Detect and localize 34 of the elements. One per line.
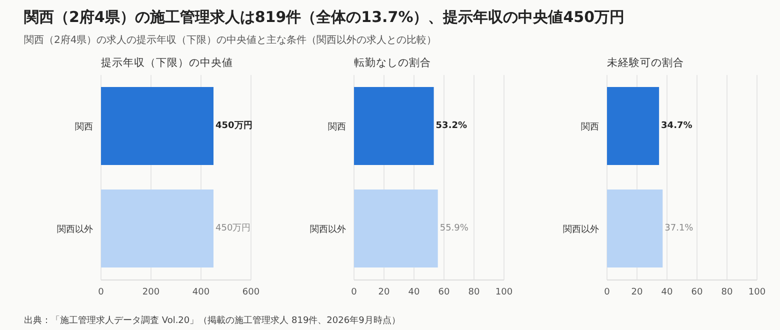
x-tick-label: 20 bbox=[631, 287, 643, 298]
x-tick-label: 200 bbox=[142, 287, 160, 298]
data-label: 55.9% bbox=[440, 224, 469, 234]
x-tick-label: 0 bbox=[98, 287, 104, 298]
source-note: 出典：「施工管理求人データ調査 Vol.20」（掲載の施工管理求人 819件、2026年9月時点） bbox=[24, 314, 400, 327]
y-tick-label: 関西以外 bbox=[57, 224, 93, 235]
y-tick-label: 関西 bbox=[328, 121, 346, 132]
data-label: 450万円 bbox=[216, 120, 252, 131]
data-label: 37.1% bbox=[664, 224, 694, 234]
text: 関西（2府4県）の求人の提示年収（下限）の中央値と主な条件（関西以外の求人との比較） bbox=[24, 34, 437, 47]
x-tick-label: 0 bbox=[604, 287, 610, 298]
x-tick-label: 20 bbox=[378, 287, 390, 298]
y-tick-label: 関西 bbox=[75, 121, 93, 132]
x-tick-label: 0 bbox=[351, 287, 358, 298]
x-tick-label: 80 bbox=[468, 287, 480, 298]
data-label: 53.2% bbox=[436, 121, 468, 131]
x-tick-label: 40 bbox=[408, 287, 420, 298]
y-tick-label: 関西以外 bbox=[310, 224, 346, 235]
x-tick-label: 40 bbox=[661, 287, 673, 298]
y-tick-label: 関西 bbox=[581, 121, 599, 132]
x-tick-label: 400 bbox=[192, 287, 210, 298]
chart-title: 未経験可の割合 bbox=[607, 56, 684, 70]
y-tick-label: 関西以外 bbox=[563, 224, 599, 235]
x-tick-label: 60 bbox=[438, 287, 450, 298]
text: 関西（2府4県）の施工管理求人は819件（全体の13.7%）、提示年収の中央値450万円 bbox=[24, 8, 625, 27]
x-tick-label: 60 bbox=[691, 287, 703, 298]
x-tick-label: 600 bbox=[242, 287, 260, 298]
data-label: 450万円 bbox=[216, 224, 251, 234]
chart-title: 転勤なしの割合 bbox=[354, 56, 431, 70]
data-label: 34.7% bbox=[661, 121, 692, 131]
x-tick-label: 80 bbox=[721, 287, 733, 298]
x-tick-label: 100 bbox=[495, 287, 513, 298]
chart-title: 提示年収（下限）の中央値 bbox=[101, 56, 233, 70]
x-tick-label: 100 bbox=[748, 287, 766, 298]
